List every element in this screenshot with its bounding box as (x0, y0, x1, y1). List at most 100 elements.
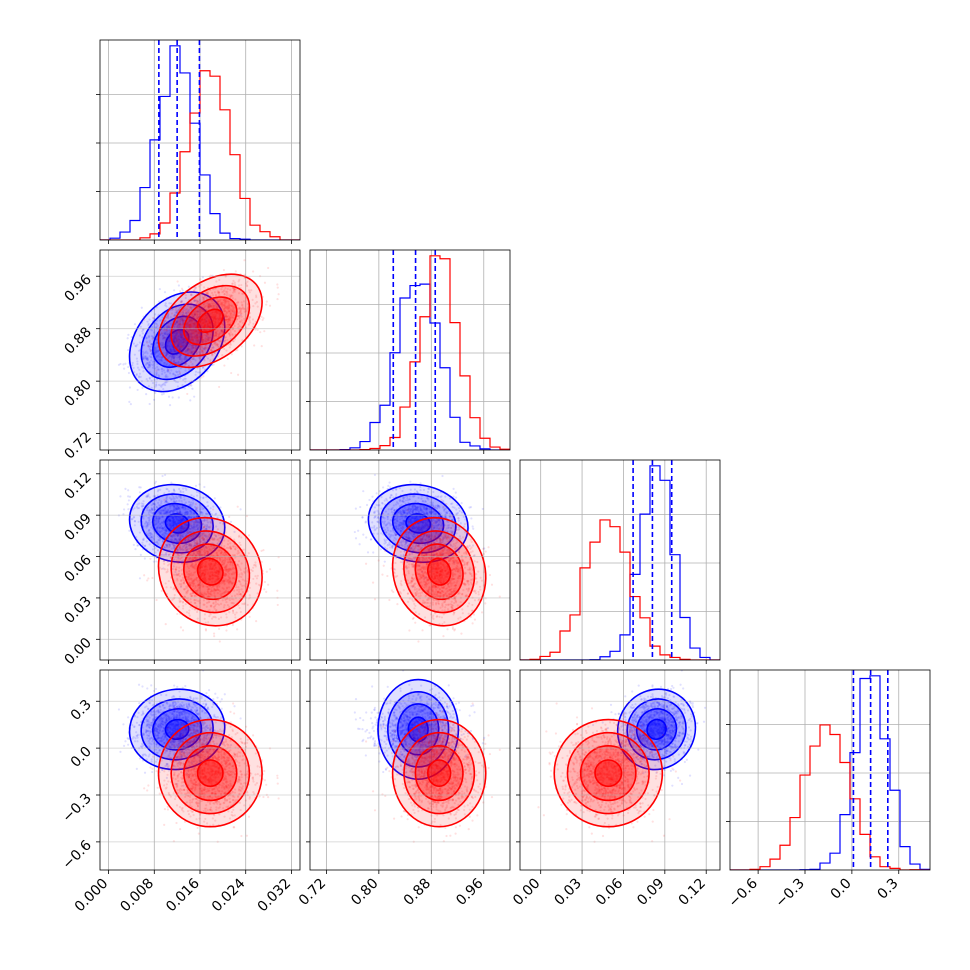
sample-point (196, 301, 200, 304)
sample-point (211, 300, 214, 303)
sample-point (173, 354, 176, 358)
sample-point (213, 537, 216, 540)
sample-point (148, 534, 151, 537)
sample-point (205, 527, 208, 531)
sample-point (149, 532, 152, 535)
sample-point (208, 317, 211, 320)
sample-point (188, 581, 191, 584)
sample-point (128, 495, 132, 498)
sample-point (164, 528, 167, 531)
sample-point (175, 508, 179, 511)
sample-point (239, 592, 242, 596)
sample-point (260, 549, 263, 552)
sample-point (209, 326, 212, 329)
sample-point (215, 311, 219, 315)
sample-point (180, 520, 183, 523)
sample-point (208, 578, 211, 581)
sample-point (221, 343, 225, 346)
sample-point (168, 364, 171, 367)
sample-point (143, 356, 147, 359)
sample-point (211, 316, 214, 319)
sample-point (208, 312, 211, 315)
sample-point (212, 306, 215, 310)
sample-point (195, 303, 198, 306)
sample-point (226, 591, 229, 594)
sample-point (216, 300, 219, 303)
sample-point (164, 319, 167, 322)
sample-point (193, 335, 196, 338)
sample-point (152, 538, 156, 541)
sample-point (138, 502, 141, 505)
sample-point (190, 516, 193, 519)
sample-point (151, 325, 154, 329)
sample-point (148, 523, 151, 526)
sample-point (209, 304, 212, 307)
sample-point (238, 315, 241, 318)
sample-point (184, 369, 187, 372)
sample-point (138, 368, 141, 371)
sample-point (138, 486, 141, 489)
sample-point (182, 337, 186, 340)
sample-point (183, 358, 186, 361)
sample-point (193, 321, 196, 324)
sample-point (182, 527, 185, 530)
sample-point (193, 312, 196, 316)
sample-point (165, 501, 168, 504)
sample-point (219, 344, 223, 347)
sample-point (150, 504, 153, 507)
sample-point (241, 321, 244, 324)
sample-point (178, 323, 181, 326)
sample-point (265, 303, 268, 306)
sample-point (227, 332, 231, 335)
sample-point (148, 364, 151, 367)
sample-point (181, 336, 185, 339)
sample-point (194, 503, 197, 506)
sample-point (173, 509, 177, 512)
sample-point (210, 570, 214, 574)
sample-point (255, 620, 258, 623)
sample-point (181, 321, 185, 324)
sample-point (180, 333, 183, 336)
sample-point (209, 321, 212, 324)
sample-point (165, 512, 168, 516)
sample-point (181, 551, 184, 555)
sample-point (180, 338, 183, 341)
sample-point (193, 299, 196, 303)
sample-point (145, 337, 148, 340)
sample-point (179, 354, 182, 357)
sample-point (202, 340, 205, 343)
sample-point (226, 305, 230, 308)
sample-point (207, 334, 210, 337)
sample-point (189, 351, 192, 354)
sample-point (218, 557, 221, 560)
sample-point (212, 346, 215, 349)
sample-point (178, 512, 181, 515)
sample-point (173, 535, 176, 538)
sample-point (233, 338, 237, 341)
sample-point (214, 318, 218, 321)
sample-point (146, 525, 149, 528)
sample-point (197, 553, 200, 556)
sample-point (222, 579, 226, 582)
sample-point (223, 551, 226, 555)
sample-point (208, 295, 212, 298)
sample-point (187, 538, 190, 542)
sample-point (211, 319, 215, 322)
sample-point (230, 304, 233, 307)
sample-point (167, 543, 170, 546)
sample-point (155, 369, 158, 372)
sample-point (191, 344, 194, 347)
sample-point (180, 527, 183, 530)
sample-point (213, 547, 216, 550)
sample-point (199, 321, 202, 324)
sample-point (189, 543, 193, 546)
sample-point (172, 359, 175, 363)
sample-point (196, 347, 199, 350)
sample-point (208, 526, 211, 529)
sample-point (235, 563, 239, 566)
sample-point (203, 319, 206, 322)
sample-point (196, 542, 199, 546)
sample-point (180, 318, 184, 321)
sample-point (227, 310, 231, 313)
sample-point (209, 590, 212, 594)
